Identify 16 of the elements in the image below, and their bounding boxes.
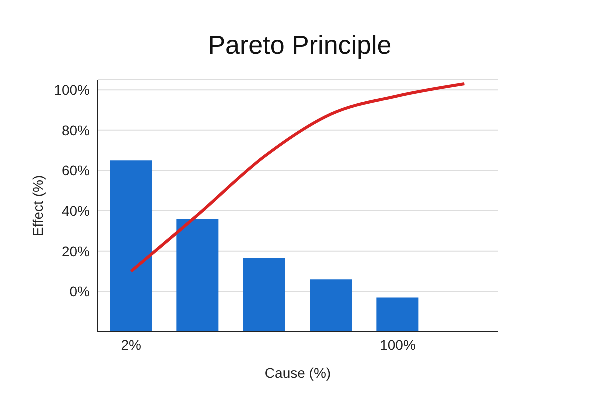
y-tick-label: 100% bbox=[54, 82, 90, 98]
y-tick-label: 40% bbox=[62, 203, 90, 220]
bar bbox=[176, 219, 219, 332]
y-tick-label: 80% bbox=[62, 122, 90, 138]
y-axis-title: Effect (%) bbox=[30, 175, 46, 237]
y-tick-label: 20% bbox=[62, 243, 90, 260]
x-axis-title: Cause (%) bbox=[264, 365, 332, 381]
bar bbox=[376, 298, 419, 332]
y-tick-label: 60% bbox=[62, 162, 90, 179]
chart-title: Pareto Principle bbox=[207, 29, 393, 62]
line-series bbox=[130, 82, 466, 274]
y-tick-label: 0% bbox=[70, 284, 90, 300]
bar bbox=[310, 280, 352, 332]
bar bbox=[243, 258, 286, 332]
x-tick-label: 2% bbox=[121, 336, 142, 353]
bar bbox=[110, 160, 152, 332]
